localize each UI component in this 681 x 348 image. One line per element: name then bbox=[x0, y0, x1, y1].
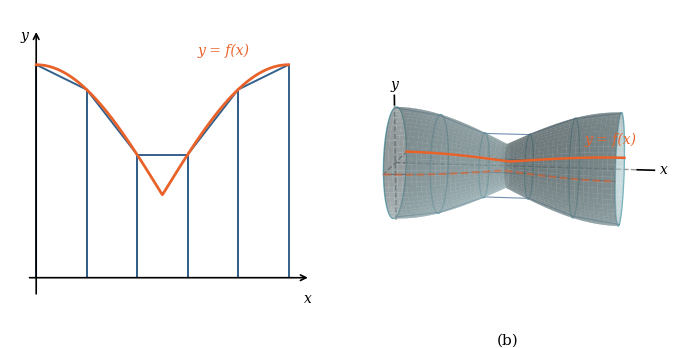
Text: y = f(x): y = f(x) bbox=[197, 43, 249, 58]
Text: x: x bbox=[304, 292, 311, 306]
Text: y: y bbox=[20, 29, 29, 44]
Text: (b): (b) bbox=[496, 333, 518, 348]
